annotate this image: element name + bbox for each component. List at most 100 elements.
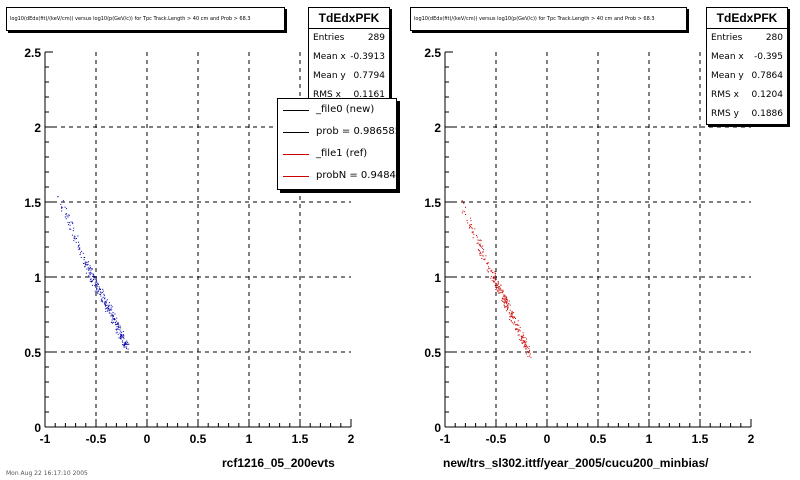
scatter-point (107, 307, 109, 309)
scatter-point (499, 288, 501, 290)
scatter-point (90, 271, 92, 273)
scatter-point (119, 325, 121, 327)
scatter-point (111, 309, 113, 311)
scatter-point (68, 222, 70, 224)
stats-row: Mean y 0.7794 (309, 67, 389, 86)
scatter-point (517, 320, 519, 322)
right-histogram-title: log10(dEdx(fit)/(keV/cm)) versus log10(p… (410, 7, 687, 31)
scatter-point (517, 329, 519, 331)
scatter-point (91, 284, 93, 286)
scatter-point (521, 342, 523, 344)
scatter-point (107, 309, 109, 311)
scatter-point (117, 333, 119, 335)
scatter-point (83, 262, 85, 264)
right-stats-title: TdEdxPFK (707, 8, 787, 29)
scatter-point (504, 306, 506, 308)
scatter-point (491, 280, 493, 282)
scatter-point (104, 298, 106, 300)
scatter-point (521, 340, 523, 342)
scatter-point (77, 245, 79, 247)
scatter-point (101, 298, 103, 300)
scatter-point (462, 210, 464, 212)
scatter-point (93, 278, 95, 280)
scatter-point (511, 320, 513, 322)
scatter-point (83, 256, 85, 258)
scatter-point (494, 271, 496, 273)
scatter-point (497, 282, 499, 284)
scatter-point (518, 324, 520, 326)
scatter-point (120, 330, 122, 332)
left-title-text: log10(dEdx(fit)/(keV/cm)) versus log10(p… (10, 16, 251, 22)
scatter-point (96, 290, 98, 292)
scatter-point (515, 329, 517, 331)
scatter-point (78, 248, 80, 250)
scatter-point (65, 213, 67, 215)
scatter-point (525, 353, 527, 355)
scatter-point (73, 237, 75, 239)
scatter-point (525, 344, 527, 346)
scatter-point (483, 259, 485, 261)
left-scatter-plot: -1 -0.5 0 0.5 1 1.5 2 0 0.5 1 1.5 2 2.5 (24, 46, 354, 446)
scatter-point (77, 235, 79, 237)
x-tick-label: 1.5 (292, 432, 309, 446)
scatter-point (79, 248, 81, 250)
scatter-point (496, 290, 498, 292)
scatter-point (515, 324, 517, 326)
y-tick-label: 1 (34, 271, 41, 285)
scatter-point (477, 242, 479, 244)
right-x-caption: new/trs_sl302.ittf/year_2005/cucu200_min… (443, 456, 708, 470)
y-tick-label: 1.5 (24, 196, 41, 210)
scatter-point (121, 335, 123, 337)
scatter-point (100, 292, 102, 294)
scatter-point (118, 324, 120, 326)
scatter-point (84, 256, 86, 258)
scatter-point (83, 259, 85, 261)
y-tick-label: 0 (34, 421, 41, 435)
scatter-point (116, 326, 118, 328)
scatter-point (524, 340, 526, 342)
scatter-point (105, 305, 107, 307)
scatter-point (117, 323, 119, 325)
scatter-point (81, 250, 83, 252)
scatter-point (522, 335, 524, 337)
scatter-point (501, 300, 503, 302)
scatter-point (60, 203, 62, 205)
scatter-point (495, 286, 497, 288)
stats-value: 0.1204 (751, 90, 784, 100)
stats-label: RMS x (313, 90, 341, 100)
scatter-point (88, 269, 90, 271)
scatter-point (509, 318, 511, 320)
y-tick-label: 1.5 (424, 196, 441, 210)
scatter-point (504, 302, 506, 304)
legend-box: _file0 (new) prob = 0.986585 _file1 (ref… (277, 98, 397, 190)
scatter-point (530, 356, 532, 358)
scatter-point (78, 241, 80, 243)
stats-label: Entries (313, 33, 345, 43)
scatter-point (482, 251, 484, 253)
x-tick-label: 0.5 (190, 432, 207, 446)
scatter-point (511, 316, 513, 318)
scatter-point (91, 268, 93, 270)
scatter-point (112, 311, 114, 313)
scatter-point (106, 307, 108, 309)
scatter-point (102, 296, 104, 298)
scatter-point (496, 283, 498, 285)
scatter-point (525, 345, 527, 347)
y-tick-label: 2.5 (424, 46, 441, 60)
scatter-point (97, 292, 99, 294)
scatter-point (470, 220, 472, 222)
scatter-point (96, 291, 98, 293)
scatter-point (100, 300, 102, 302)
scatter-point (99, 293, 101, 295)
scatter-point (92, 280, 94, 282)
scatter-point (507, 305, 509, 307)
scatter-point (89, 265, 91, 267)
x-tick-label: 0.5 (590, 432, 607, 446)
scatter-point (103, 295, 105, 297)
scatter-point (497, 292, 499, 294)
scatter-point (480, 239, 482, 241)
stats-value: 0.7794 (353, 71, 386, 81)
scatter-point (487, 266, 489, 268)
scatter-point (114, 322, 116, 324)
scatter-point (494, 285, 496, 287)
